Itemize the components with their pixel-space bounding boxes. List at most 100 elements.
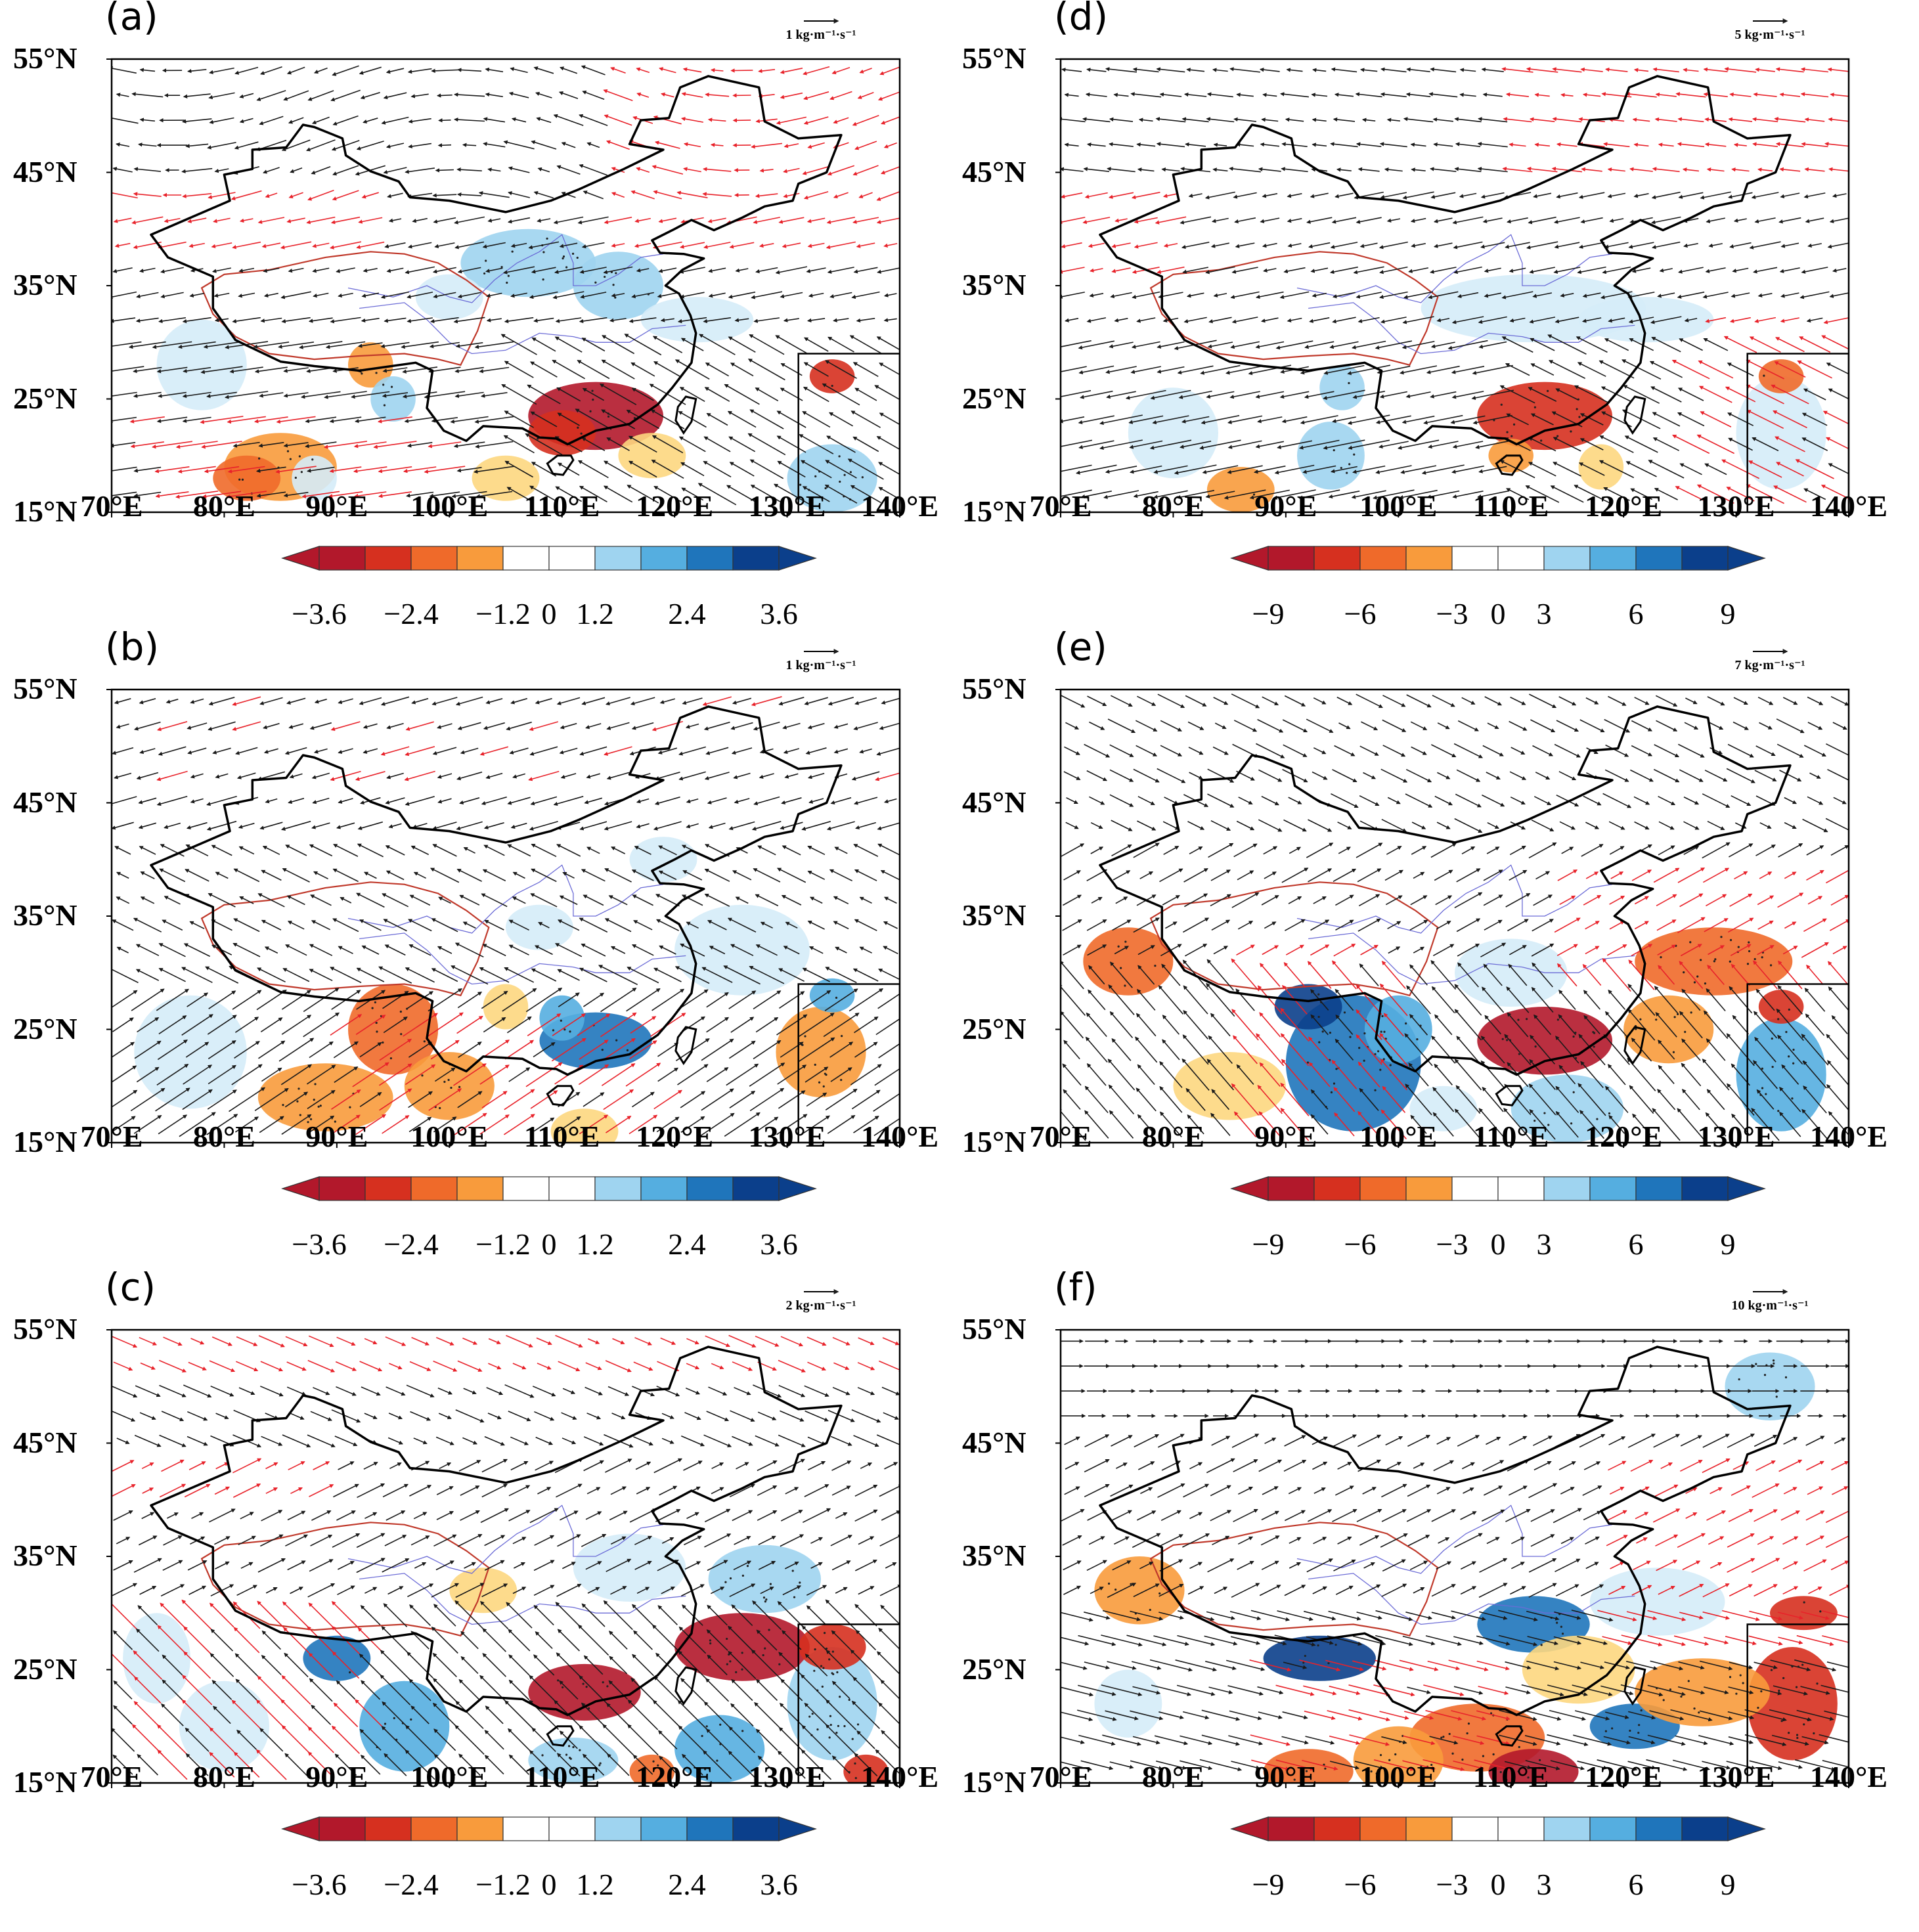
colorbar-tick-label: 1.2	[576, 1227, 614, 1261]
flux-vector	[312, 267, 330, 273]
panel-label: (c)	[105, 1265, 156, 1309]
anomaly-patch	[449, 1568, 518, 1614]
anomaly-patch	[708, 1545, 822, 1614]
lat-tick-label: 35°N	[962, 1539, 1026, 1572]
flux-vector	[609, 318, 627, 322]
flux-vector	[239, 218, 254, 223]
flux-vector	[307, 189, 334, 201]
flux-vector	[755, 193, 778, 198]
flux-vector	[586, 142, 600, 148]
flux-vector	[478, 191, 510, 198]
map-panel-d: (d) 5 kg·m⁻¹·s⁻¹ 55°N 45°N 35°N 25°N 15°N 70°E 8…	[949, 0, 1888, 637]
flux-vector	[383, 167, 407, 175]
anomaly-patch	[809, 359, 855, 393]
colorbar-tick-label: −3.6	[292, 1868, 347, 1901]
flux-vector	[213, 292, 230, 298]
flux-vector	[503, 140, 535, 150]
flux-vector	[703, 167, 732, 172]
lon-tick-label: 100°E	[410, 1760, 489, 1793]
colorbar-tick-label: 0	[1490, 597, 1506, 630]
panel-label: (f)	[1054, 1265, 1097, 1309]
flux-vector	[259, 116, 284, 125]
flux-vector	[357, 342, 383, 348]
flux-vector	[112, 341, 142, 347]
flux-vector	[579, 164, 608, 176]
flux-vector	[407, 292, 433, 299]
flux-vector	[853, 267, 878, 274]
reference-vector-label: 1 kg·m⁻¹·s⁻¹	[785, 28, 856, 42]
flux-vector	[776, 116, 807, 125]
flux-vector	[135, 317, 159, 323]
flux-vector	[288, 192, 303, 199]
lon-tick-label: 70°E	[80, 1760, 143, 1793]
flux-vector	[611, 167, 625, 173]
flux-vector	[408, 118, 431, 124]
flux-vector	[483, 117, 506, 123]
flux-vector	[453, 317, 485, 324]
anomaly-patch	[134, 995, 247, 1109]
colorbar-tick-label: 3	[1536, 597, 1552, 630]
flux-vector	[239, 93, 254, 99]
flux-vector	[803, 191, 829, 200]
anomaly-patch	[1094, 1669, 1162, 1738]
flux-vector	[583, 190, 604, 200]
flux-vector	[535, 91, 552, 99]
flux-vector	[435, 168, 454, 173]
flux-vector	[312, 242, 330, 248]
colorbar	[1230, 1176, 1766, 1201]
flux-vector	[580, 292, 607, 299]
flux-vector	[381, 116, 409, 125]
reference-vector-label: 1 kg·m⁻¹·s⁻¹	[785, 658, 856, 672]
flux-vector	[338, 292, 353, 298]
lat-tick-label: 15°N	[962, 1125, 1026, 1158]
colorbar-tick-label: 0	[541, 1227, 557, 1261]
flux-vector	[133, 192, 162, 197]
flux-vector	[410, 93, 429, 99]
colorbar-tick-label: 0	[1490, 1868, 1506, 1901]
flux-vector	[187, 68, 207, 74]
flux-vector	[211, 242, 232, 249]
lon-tick-label: 120°E	[636, 1760, 714, 1793]
flux-vector	[112, 190, 138, 199]
flux-vector	[833, 318, 849, 322]
flux-vector	[679, 267, 705, 274]
flux-vector	[474, 341, 514, 349]
flux-vector	[356, 241, 385, 250]
map-canvas	[1055, 1289, 1850, 1841]
flux-vector	[510, 292, 527, 298]
flux-vector	[263, 292, 278, 298]
flux-vector	[680, 116, 704, 123]
anomaly-patch	[539, 995, 585, 1041]
flux-vector	[181, 167, 213, 174]
flux-vector	[531, 337, 556, 352]
lon-tick-label: 130°E	[1697, 489, 1775, 523]
flux-vector	[683, 167, 701, 173]
flux-vector	[189, 292, 205, 298]
flux-vector	[483, 142, 506, 148]
lat-tick-label: 25°N	[13, 381, 77, 415]
flux-vector	[238, 267, 255, 273]
lat-tick-label: 35°N	[962, 898, 1026, 932]
flux-vector	[658, 267, 677, 273]
flux-vector	[808, 292, 824, 298]
lat-tick-label: 25°N	[962, 381, 1026, 415]
flux-vector	[203, 341, 240, 349]
flux-vector	[510, 242, 527, 248]
flux-vector	[160, 292, 184, 299]
flux-vector	[858, 192, 873, 198]
flux-vector	[579, 267, 607, 274]
colorbar-tick-label: 3.6	[760, 1227, 798, 1261]
lon-tick-label: 70°E	[80, 1120, 143, 1153]
lon-tick-label: 140°E	[860, 1120, 939, 1153]
colorbar-tick-label: −9	[1252, 597, 1285, 630]
lat-tick-label: 25°N	[13, 1011, 77, 1045]
colorbar-tick-label: −6	[1344, 1868, 1377, 1901]
lon-tick-label: 70°E	[1029, 1760, 1092, 1793]
lon-tick-label: 100°E	[1359, 1760, 1438, 1793]
flux-vector	[112, 167, 133, 173]
flux-vector	[775, 266, 808, 274]
flux-vector	[683, 142, 701, 148]
flux-vector	[380, 341, 410, 349]
colorbar-tick-label: 9	[1720, 1227, 1736, 1261]
flux-vector	[187, 217, 207, 223]
